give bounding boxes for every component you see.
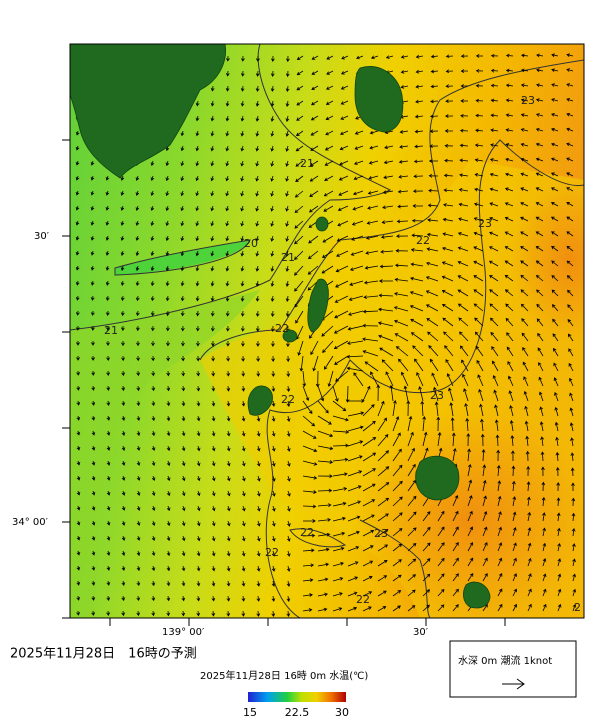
map-frame — [69, 43, 585, 619]
island — [247, 385, 273, 416]
warm-zone — [510, 180, 584, 340]
lat-label: 34° 00′ — [12, 517, 49, 528]
legend-box — [449, 640, 577, 698]
legend-text: 水深 0m 潮流 1knot — [458, 654, 552, 667]
colorbar-label: 15 — [243, 706, 257, 719]
legend-arrow — [502, 678, 525, 690]
contour-label: 21 — [281, 251, 295, 264]
island — [70, 44, 227, 179]
contour-label: 2 — [574, 601, 581, 614]
contours — [70, 44, 584, 618]
contour-label: 22 — [265, 546, 279, 559]
contour-label: 22 — [416, 234, 430, 247]
contour-label: 21 — [104, 324, 118, 337]
forecast-title: 2025年11月28日 16時の予測 — [10, 647, 197, 662]
island — [315, 216, 329, 232]
colorbar — [248, 692, 346, 702]
cool-zone — [115, 240, 250, 275]
island — [307, 278, 329, 333]
contour-label: 22 — [300, 526, 314, 539]
island — [354, 66, 404, 133]
colorbar-label: 30 — [335, 706, 349, 719]
lon-label: 30′ — [413, 627, 429, 638]
colorbar-title: 2025年11月28日 16時 0m 水温(℃) — [200, 669, 368, 682]
contour-label: 22 — [356, 593, 370, 606]
contour-label: 22 — [281, 393, 295, 406]
lat-label: 30′ — [34, 231, 50, 242]
island — [415, 455, 460, 501]
contour-label: 20 — [244, 237, 258, 250]
island — [282, 329, 298, 343]
frame-ticks — [62, 139, 506, 626]
sea-zone — [70, 290, 260, 618]
island — [462, 581, 491, 609]
contour-label: 21 — [300, 157, 314, 170]
contour-label: 23 — [430, 389, 444, 402]
contour-labels: 21 20 21 21 22 22 22 23 23 23 23 22 22 2… — [104, 94, 581, 614]
islands — [70, 44, 491, 609]
contour-label: 23 — [478, 217, 492, 230]
lon-label: 139° 00′ — [162, 627, 205, 638]
contour-label: 23 — [521, 94, 535, 107]
contour-label: 22 — [275, 322, 289, 335]
map-area: 21 20 21 21 22 22 22 23 23 23 23 22 22 2… — [70, 44, 584, 618]
contour-label: 23 — [374, 527, 388, 540]
colorbar-label: 22.5 — [285, 706, 310, 719]
